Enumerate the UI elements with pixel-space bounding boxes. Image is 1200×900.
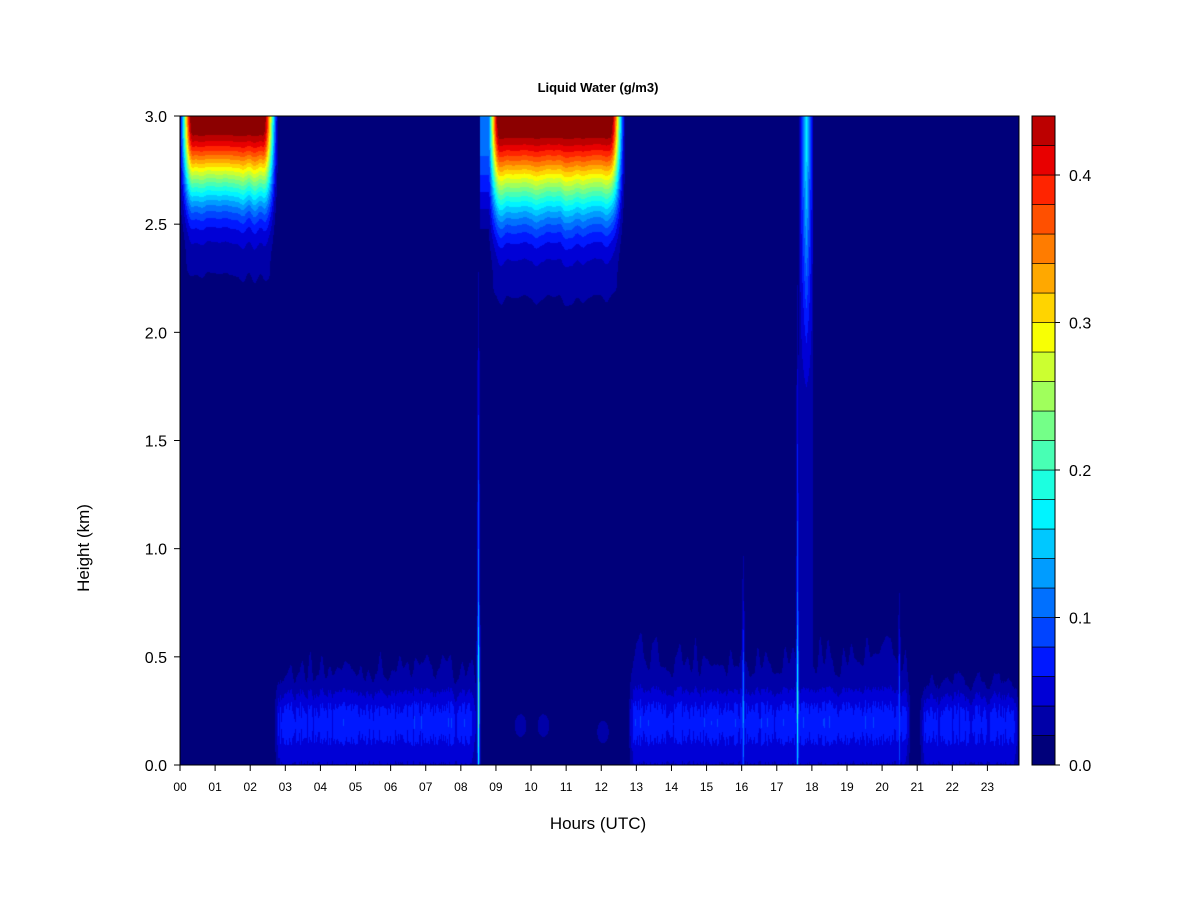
x-tick-label: 18	[805, 780, 819, 794]
x-tick-label: 22	[946, 780, 960, 794]
y-tick-label: 0.5	[145, 650, 167, 667]
colorbar-swatch	[1031, 646, 1056, 677]
heatmap-field	[180, 116, 1019, 765]
colorbar-swatch	[1031, 381, 1056, 412]
colorbar-swatch	[1031, 705, 1056, 736]
x-tick-label: 10	[524, 780, 538, 794]
x-tick-label: 07	[419, 780, 433, 794]
x-axis-title: Hours (UTC)	[550, 814, 646, 833]
colorbar-swatch	[1031, 617, 1056, 648]
colorbar: 0.0 0.1 0.2 0.3 0.4	[1031, 115, 1091, 775]
colorbar-swatch	[1031, 469, 1056, 500]
colorbar-swatch	[1031, 528, 1056, 559]
colorbar-tick-label: 0.4	[1069, 168, 1091, 185]
y-tick-label: 1.5	[145, 434, 167, 451]
y-tick-label: 0.0	[145, 758, 167, 775]
x-tick-label: 16	[735, 780, 749, 794]
colorbar-swatch	[1031, 351, 1056, 382]
colorbar-tick-label: 0.3	[1069, 316, 1091, 333]
colorbar-swatch	[1031, 263, 1056, 294]
colorbar-swatch	[1031, 410, 1056, 441]
y-tick-label: 3.0	[145, 109, 167, 126]
colorbar-tick-label: 0.1	[1069, 611, 1091, 628]
y-tick-label: 2.5	[145, 217, 167, 234]
y-axis: 0.0 0.5 1.0 1.5 2.0 2.5 3.0	[145, 109, 180, 775]
x-tick-label: 01	[208, 780, 222, 794]
colorbar-swatch	[1031, 204, 1056, 235]
colorbar-tick-label: 0.2	[1069, 463, 1091, 480]
colorbar-swatch	[1031, 676, 1056, 707]
x-tick-label: 17	[770, 780, 784, 794]
x-tick-label: 04	[314, 780, 328, 794]
colorbar-frame	[1031, 115, 1056, 766]
x-tick-label: 21	[911, 780, 925, 794]
colorbar-swatch	[1031, 174, 1056, 205]
colorbar-swatch	[1031, 499, 1056, 530]
y-axis-title: Height (km)	[74, 504, 93, 592]
x-tick-label: 12	[595, 780, 609, 794]
x-tick-label: 05	[349, 780, 363, 794]
colorbar-swatch	[1031, 292, 1056, 323]
x-tick-label: 11	[560, 780, 573, 794]
colorbar-tick-label: 0.0	[1069, 758, 1091, 775]
x-tick-label: 20	[875, 780, 889, 794]
x-tick-label: 02	[244, 780, 258, 794]
x-tick-label: 19	[840, 780, 854, 794]
colorbar-swatch	[1031, 440, 1056, 471]
x-tick-label: 03	[279, 780, 293, 794]
y-tick-label: 2.0	[145, 325, 167, 342]
colorbar-swatch	[1031, 322, 1056, 353]
colorbar-swatch	[1031, 233, 1056, 264]
colorbar-swatch	[1031, 115, 1056, 146]
x-tick-label: 13	[630, 780, 644, 794]
x-tick-label: 23	[981, 780, 995, 794]
x-tick-label: 15	[700, 780, 714, 794]
x-tick-label: 08	[454, 780, 468, 794]
plot-area	[179, 115, 1020, 766]
chart-title: Liquid Water (g/m3)	[538, 80, 659, 95]
x-tick-label: 00	[173, 780, 187, 794]
x-tick-label: 06	[384, 780, 398, 794]
x-tick-label: 09	[489, 780, 503, 794]
x-tick-label: 14	[665, 780, 679, 794]
colorbar-swatch	[1031, 587, 1056, 618]
y-tick-label: 1.0	[145, 542, 167, 559]
x-axis: 00 01 02 03 04 05 06 07 08 09 10 11 12 13 14 15 16 17 18 19…	[173, 765, 994, 794]
colorbar-swatch	[1031, 735, 1056, 766]
colorbar-swatch	[1031, 145, 1056, 176]
colorbar-swatch	[1031, 558, 1056, 589]
